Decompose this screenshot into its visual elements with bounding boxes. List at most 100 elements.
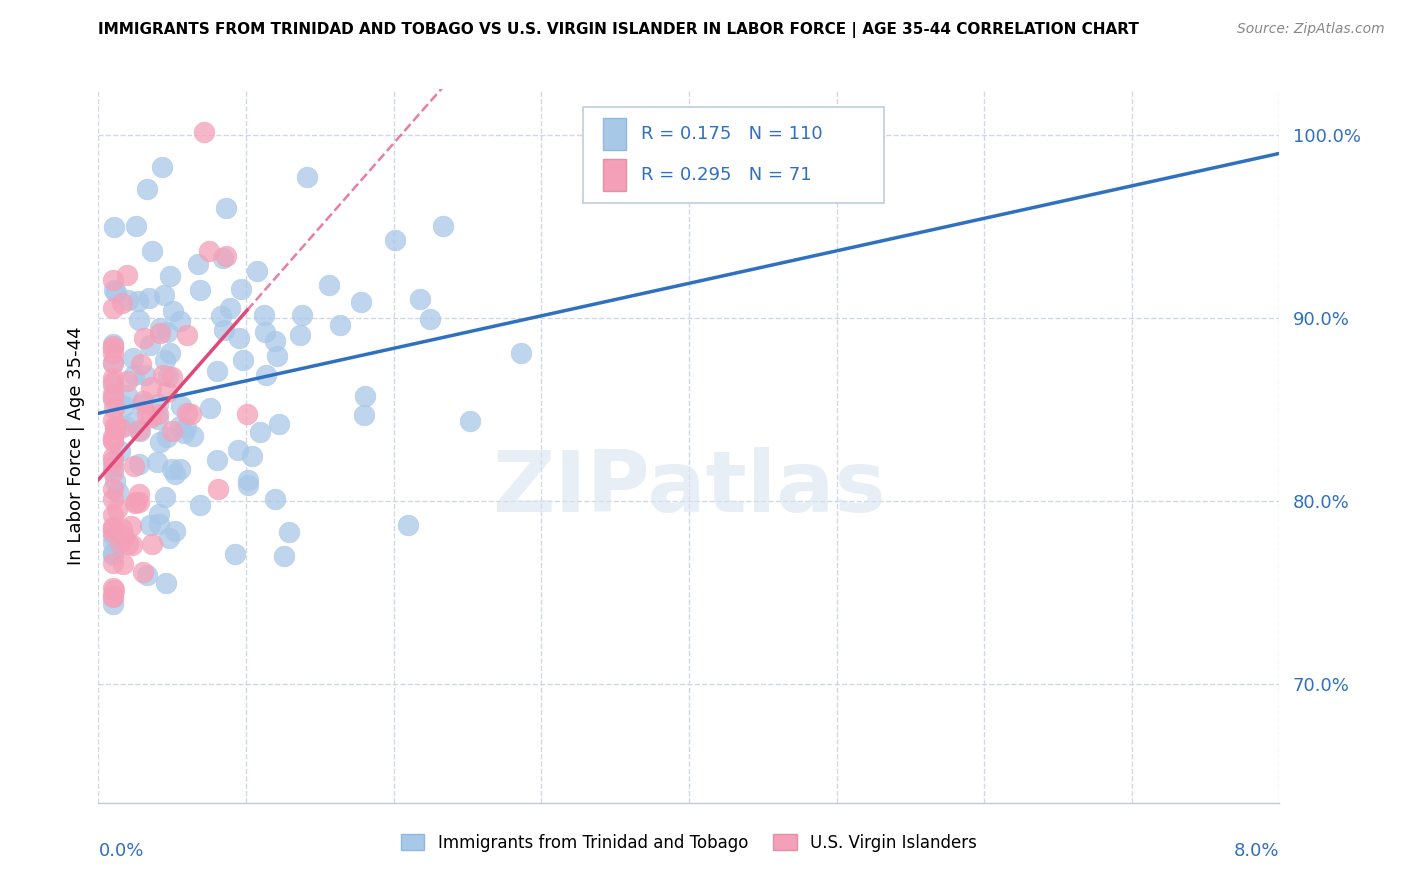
Point [104,421,127,435]
Point [153,490,176,504]
Point [139,380,162,394]
Point [146,455,169,469]
Point [103,337,124,351]
Point [510,346,533,360]
Point [103,392,124,406]
Point [122,415,145,429]
Text: R = 0.175   N = 110: R = 0.175 N = 110 [641,125,823,143]
Point [124,495,146,509]
Point [408,292,430,306]
Point [156,384,179,399]
Point [211,251,233,265]
Point [240,450,263,464]
Point [169,418,191,433]
Legend: Immigrants from Trinidad and Tobago, U.S. Virgin Islanders: Immigrants from Trinidad and Tobago, U.S… [395,828,983,859]
Point [214,201,236,215]
Point [267,417,290,431]
Point [135,568,157,582]
Point [105,502,128,516]
Point [148,517,170,532]
Point [112,530,135,544]
Point [263,334,285,348]
Point [173,425,195,440]
Point [181,429,204,443]
Point [103,492,124,507]
Text: Source: ZipAtlas.com: Source: ZipAtlas.com [1237,22,1385,37]
Point [149,321,172,335]
Point [353,408,375,422]
Point [103,450,124,464]
Point [104,474,127,488]
Point [249,425,271,439]
Point [103,545,124,559]
Point [141,244,163,259]
Point [132,331,155,345]
Point [150,160,173,174]
Point [117,293,139,308]
Point [207,452,229,467]
Point [103,589,124,603]
Point [419,312,441,326]
Point [115,268,138,282]
Point [236,477,259,491]
Point [122,368,145,383]
Point [103,401,125,415]
Point [169,314,191,328]
Point [169,461,191,475]
Point [170,399,193,413]
Point [103,377,124,392]
Point [103,387,124,401]
Point [138,518,160,533]
Point [162,304,184,318]
Point [176,406,198,420]
Point [458,414,481,428]
Point [103,460,124,475]
Point [103,390,124,404]
Point [103,597,124,611]
Point [165,467,187,481]
Point [125,495,148,509]
Point [103,356,124,370]
Point [103,520,124,534]
Point [176,421,198,435]
Point [104,419,127,434]
Point [246,264,269,278]
Point [107,485,129,500]
Point [136,182,159,196]
Text: ZIPatlas: ZIPatlas [492,447,886,531]
Point [117,537,139,551]
Point [131,394,153,409]
Point [103,413,124,427]
Point [329,318,352,333]
Point [297,170,319,185]
Point [129,424,152,438]
Point [128,487,150,501]
Point [228,331,250,345]
Point [236,407,259,421]
Point [139,337,162,351]
Y-axis label: In Labor Force | Age 35-44: In Labor Force | Age 35-44 [66,326,84,566]
Point [122,351,145,365]
Point [103,339,124,353]
FancyBboxPatch shape [603,159,626,191]
Point [103,301,124,315]
Point [156,430,179,444]
Point [215,249,238,263]
Point [103,529,124,543]
Point [353,389,375,403]
Point [141,409,163,424]
Point [153,353,176,368]
Point [209,309,232,323]
Point [103,272,124,286]
Point [103,521,124,535]
Point [146,412,169,426]
Point [176,328,198,343]
Point [214,323,236,337]
Point [103,371,124,385]
Point [103,590,124,604]
Point [384,233,406,247]
Point [103,508,124,522]
Point [103,356,124,370]
Point [160,462,183,476]
FancyBboxPatch shape [582,107,884,203]
